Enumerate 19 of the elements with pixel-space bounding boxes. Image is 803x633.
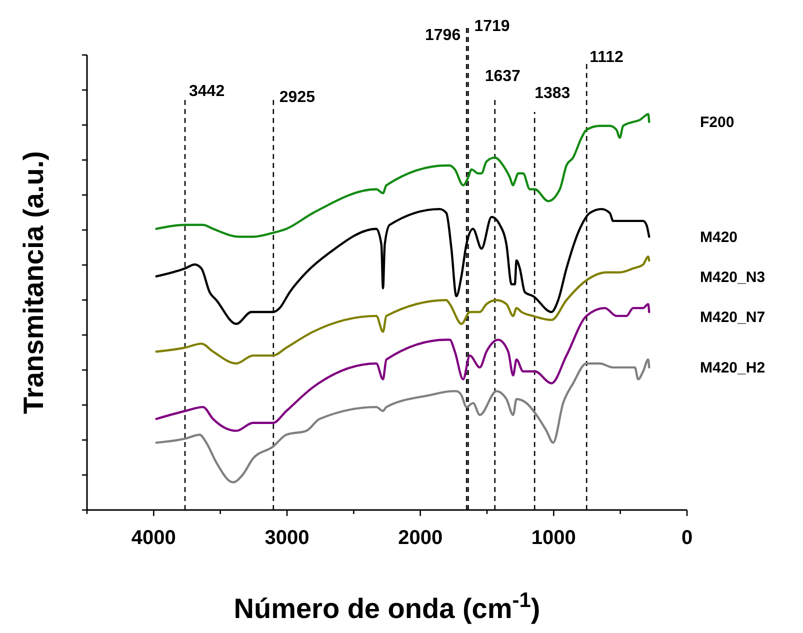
text: 1796	[425, 27, 461, 44]
text: 1383	[534, 85, 570, 102]
text: 1637	[484, 68, 521, 85]
text: 1719	[474, 18, 510, 35]
text: F200	[700, 114, 734, 131]
text: M420	[700, 228, 738, 246]
y-axis-title: Transmitancia (a.u.)	[18, 151, 49, 414]
text: M420_N7	[700, 308, 766, 326]
text: 2925	[279, 89, 316, 106]
text: 3442	[189, 83, 225, 100]
x-tick-label: 1000	[531, 527, 576, 549]
x-tick-label: 3000	[264, 527, 310, 549]
x-tick-label: 4000	[131, 527, 176, 549]
text: 1112	[590, 49, 624, 66]
x-tick-label: 0	[681, 527, 693, 549]
text: M420_N3	[700, 268, 766, 286]
x-tick-label: 2000	[398, 527, 443, 549]
text: M420_H2	[700, 359, 766, 376]
x-axis-title: Número de onda (cm$^{-1}$)	[234, 588, 540, 624]
